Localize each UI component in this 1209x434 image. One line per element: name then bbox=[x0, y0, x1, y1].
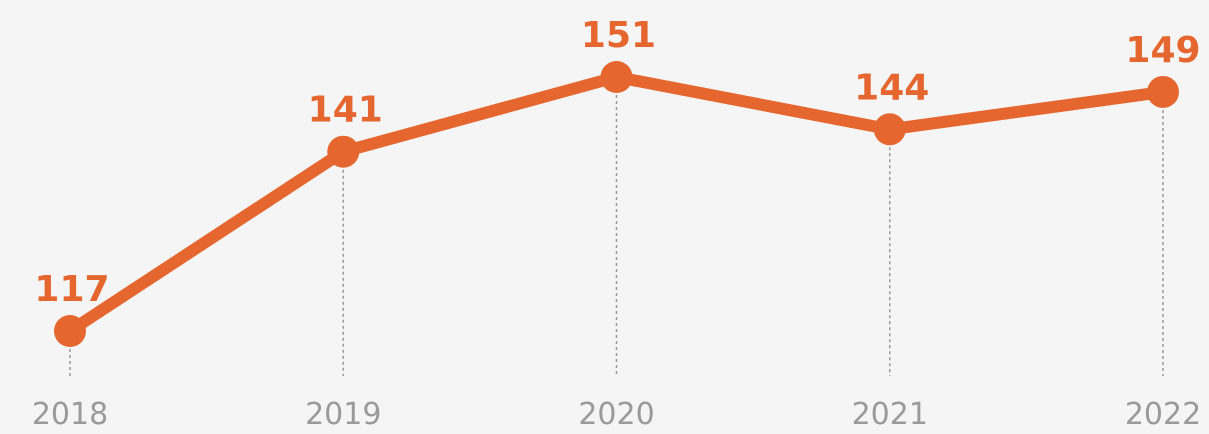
data-label: 141 bbox=[308, 90, 383, 131]
x-tick-label: 2019 bbox=[305, 397, 381, 432]
x-tick-label: 2020 bbox=[578, 397, 654, 432]
point bbox=[327, 135, 360, 168]
x-tick-label: 2022 bbox=[1125, 397, 1201, 432]
data-label: 144 bbox=[854, 67, 929, 108]
point bbox=[1147, 75, 1179, 108]
point bbox=[600, 61, 633, 93]
data-label: 151 bbox=[581, 15, 656, 56]
point bbox=[54, 315, 86, 347]
x-tick-label: 2018 bbox=[32, 397, 108, 432]
data-label: 117 bbox=[34, 269, 109, 310]
x-tick-label: 2021 bbox=[852, 397, 928, 432]
data-label: 149 bbox=[1125, 30, 1200, 71]
point bbox=[873, 113, 906, 146]
